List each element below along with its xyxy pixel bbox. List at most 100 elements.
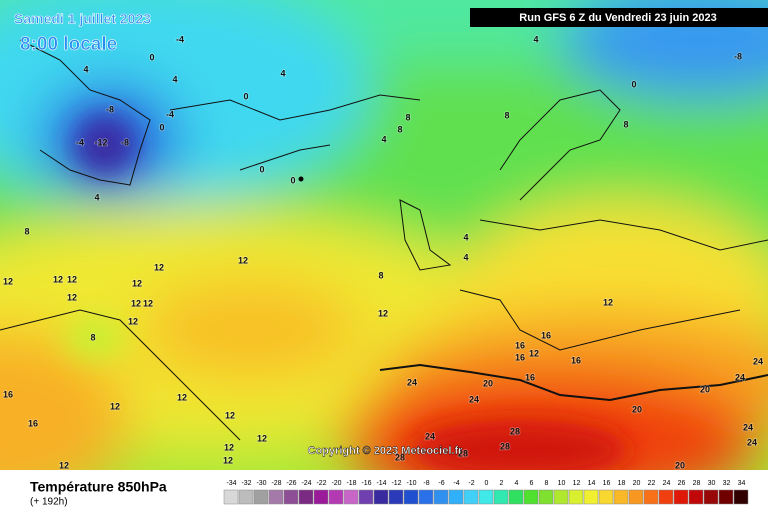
contour-label: 24: [747, 437, 757, 447]
contour-label: -8: [121, 137, 129, 147]
contour-label: 16: [515, 340, 525, 350]
contour-label: 24: [735, 372, 745, 382]
contour-label: 12: [143, 298, 153, 308]
contour-label: 12: [131, 298, 141, 308]
contour-label: 16: [3, 389, 13, 399]
contour-label: 12: [257, 433, 267, 443]
contour-label: -4: [176, 34, 184, 44]
scale-label: -16: [361, 480, 371, 487]
contour-label: 12: [238, 255, 248, 265]
contour-label: 12: [3, 276, 13, 286]
contour-label: 12: [53, 274, 63, 284]
scale-swatch: [358, 489, 374, 505]
scale-swatch: [238, 489, 254, 505]
scale-swatch: [583, 489, 599, 505]
contour-label: 4: [533, 34, 538, 44]
scale-swatch: [703, 489, 719, 505]
scale-label: 28: [693, 480, 701, 487]
contour-label: 28: [458, 448, 468, 458]
scale-label: -14: [376, 480, 386, 487]
contour-label: 0: [243, 91, 248, 101]
scale-swatch: [403, 489, 419, 505]
run-info: Run GFS 6 Z du Vendredi 23 juin 2023: [519, 12, 716, 24]
contour-label: 4: [463, 252, 468, 262]
scale-label: 18: [618, 480, 626, 487]
scale-label: 4: [515, 480, 519, 487]
scale-label: 14: [588, 480, 596, 487]
scale-label: -26: [286, 480, 296, 487]
scale-label: 30: [708, 480, 716, 487]
contour-label: 4: [280, 68, 285, 78]
scale-swatch: [523, 489, 539, 505]
scale-swatch: [538, 489, 554, 505]
scale-swatch: [283, 489, 299, 505]
contour-label: 8: [90, 332, 95, 342]
contour-label: 12: [378, 308, 388, 318]
contour-label: 20: [675, 460, 685, 470]
scale-swatch: [268, 489, 284, 505]
contour-label: 16: [541, 330, 551, 340]
scale-swatch: [718, 489, 734, 505]
scale-swatch: [463, 489, 479, 505]
scale-label: -32: [241, 480, 251, 487]
scale-swatch: [508, 489, 524, 505]
valid-date: Samedi 1 juillet 2023: [14, 11, 151, 27]
scale-label: 10: [558, 480, 566, 487]
scale-label: 16: [603, 480, 611, 487]
scale-swatch: [373, 489, 389, 505]
scale-label: 22: [648, 480, 656, 487]
contour-label: 8: [405, 112, 410, 122]
contour-label: 12: [154, 262, 164, 272]
scale-label: -2: [468, 480, 474, 487]
scale-swatch: [553, 489, 569, 505]
contour-label: 28: [500, 441, 510, 451]
contour-label: 8: [504, 110, 509, 120]
scale-swatch: [733, 489, 749, 505]
contour-label: 12: [132, 278, 142, 288]
scale-swatch: [598, 489, 614, 505]
contour-label: -4: [76, 137, 84, 147]
color-scale: -34 -32 -30 -28 -26 -24 -22 -20 -18 -16 -14 -12 -10-…: [223, 480, 749, 505]
contour-label: 16: [28, 418, 38, 428]
scale-swatch: [613, 489, 629, 505]
contour-label: 12: [529, 348, 539, 358]
contour-label: 12: [225, 410, 235, 420]
scale-swatch: [223, 489, 239, 505]
contour-label: 20: [700, 384, 710, 394]
scale-label: 20: [633, 480, 641, 487]
contour-label: 28: [395, 452, 405, 462]
scale-label: 8: [545, 480, 549, 487]
contour-label: -8: [106, 104, 114, 114]
coastlines: [0, 39, 768, 441]
scale-swatch: [478, 489, 494, 505]
scale-swatch: [298, 489, 314, 505]
contour-label: 4: [463, 232, 468, 242]
contour-label: 12: [603, 297, 613, 307]
scale-label: -24: [301, 480, 311, 487]
scale-label: -4: [453, 480, 459, 487]
contour-label: 16: [515, 352, 525, 362]
run-banner: [470, 8, 768, 27]
contour-label: 12: [223, 455, 233, 465]
contour-label: 8: [397, 124, 402, 134]
scale-label: -8: [423, 480, 429, 487]
contour-label: 24: [407, 377, 417, 387]
contour-label: 4: [83, 64, 88, 74]
scale-swatch: [688, 489, 704, 505]
scale-swatch: [568, 489, 584, 505]
contour-label: 24: [425, 431, 435, 441]
scale-label: 26: [678, 480, 686, 487]
contour-label: 24: [753, 356, 763, 366]
scale-swatch: [448, 489, 464, 505]
scale-label: -30: [256, 480, 266, 487]
scale-label: 34: [738, 480, 746, 487]
scale-label: -10: [406, 480, 416, 487]
contour-label: 16: [571, 355, 581, 365]
scale-swatch: [418, 489, 434, 505]
scale-swatch: [433, 489, 449, 505]
contour-label: 4: [172, 74, 177, 84]
scale-swatch: [673, 489, 689, 505]
contour-label: 4: [94, 192, 99, 202]
